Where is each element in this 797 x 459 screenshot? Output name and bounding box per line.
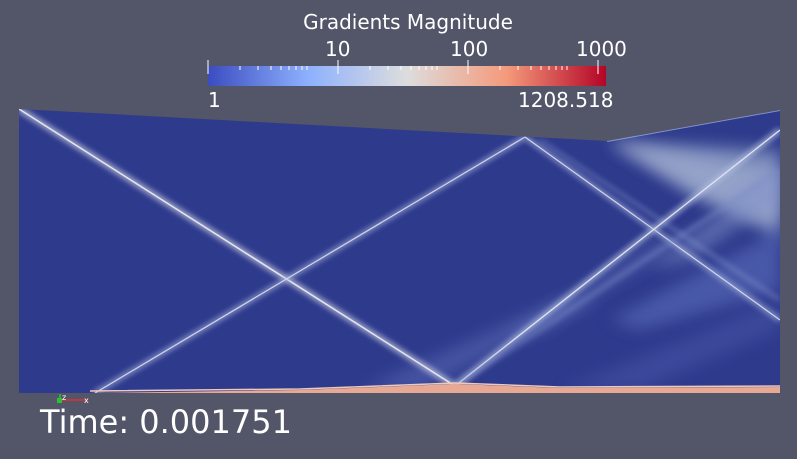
time-annotation: Time: 0.001751	[40, 403, 292, 441]
colorbar-gradient	[208, 66, 606, 86]
colorbar-tick-label: 10	[325, 37, 351, 61]
boundary-layer	[90, 384, 780, 393]
axis-x-label: x	[84, 396, 89, 405]
colorbar-title: Gradients Magnitude	[303, 10, 513, 34]
colorbar-max-label: 1208.518	[518, 88, 614, 112]
axis-z-label: z	[62, 393, 66, 402]
colorbar-tick-label: 1000	[576, 37, 627, 61]
colorbar-tick-label: 100	[450, 37, 489, 61]
domain-region	[19, 109, 780, 393]
shock-structures	[19, 109, 780, 393]
colorbar-min-label: 1	[208, 88, 221, 112]
colorbar-ticks	[207, 60, 599, 74]
axes-triad: z x	[57, 393, 89, 405]
